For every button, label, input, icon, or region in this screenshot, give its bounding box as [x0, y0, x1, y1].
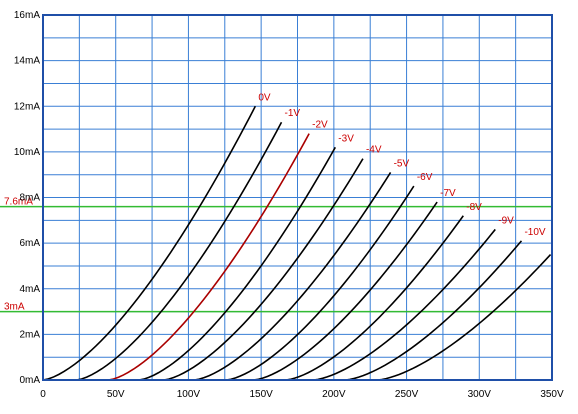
curve-unlabeled: [377, 253, 552, 381]
curve-label: -7V: [440, 188, 456, 199]
y-tick-label: 16mA: [14, 10, 40, 21]
curve--2V: [108, 133, 310, 381]
curve-label: -4V: [366, 145, 382, 156]
y-tick-label: 6mA: [19, 238, 40, 249]
x-tick-label: 100V: [177, 389, 201, 400]
curve--10V: [345, 240, 523, 381]
reference-line-label: 3mA: [4, 302, 25, 313]
x-tick-label: 0: [40, 389, 46, 400]
y-tick-label: 0mA: [19, 375, 40, 386]
curve-label: -3V: [338, 133, 354, 144]
curve-label: 0V: [258, 92, 271, 103]
x-tick-label: 50V: [107, 389, 125, 400]
reference-line-label: 7.6mA: [4, 197, 33, 208]
y-axis-ticks: 0mA 2mA 4mA 6mA 8mA 10mA 12mA 14mA 16mA: [14, 10, 40, 386]
curve-label: -6V: [417, 172, 433, 183]
x-tick-label: 300V: [468, 389, 492, 400]
curve-0V: [42, 105, 257, 381]
curve--5V: [194, 171, 392, 381]
curve--7V: [253, 201, 438, 381]
curve-label: -5V: [394, 158, 410, 169]
x-axis-ticks: 0 50V 100V 150V 200V 250V 300V 350V: [40, 389, 564, 400]
curve--6V: [226, 185, 415, 381]
curve-label: -2V: [312, 120, 328, 131]
curve-label: -9V: [498, 215, 514, 226]
y-tick-label: 4mA: [19, 284, 40, 295]
y-tick-label: 10mA: [14, 147, 40, 158]
reference-lines: 7.6mA 3mA: [0, 197, 552, 313]
x-tick-label: 150V: [249, 389, 273, 400]
y-tick-label: 2mA: [19, 329, 40, 340]
y-tick-label: 14mA: [14, 56, 40, 67]
curve--4V: [163, 158, 364, 381]
x-tick-label: 350V: [540, 389, 564, 400]
curve--3V: [138, 146, 337, 381]
curve-label: -8V: [466, 202, 482, 213]
y-tick-label: 12mA: [14, 101, 40, 112]
curve--8V: [285, 215, 464, 381]
curve-label: -1V: [285, 108, 301, 119]
plot-frame: [42, 14, 553, 381]
grid: [43, 15, 552, 380]
curve-labels: 0V -1V -2V -3V -4V -5V -6V -7V -8V -9V -10V: [258, 92, 546, 238]
x-tick-label: 250V: [395, 389, 419, 400]
curve--1V: [76, 121, 283, 381]
y-tick-label: 8mA: [19, 193, 40, 204]
curves: [42, 105, 552, 381]
curve-label: -10V: [524, 227, 545, 238]
curve--9V: [313, 228, 496, 381]
x-tick-label: 200V: [322, 389, 346, 400]
